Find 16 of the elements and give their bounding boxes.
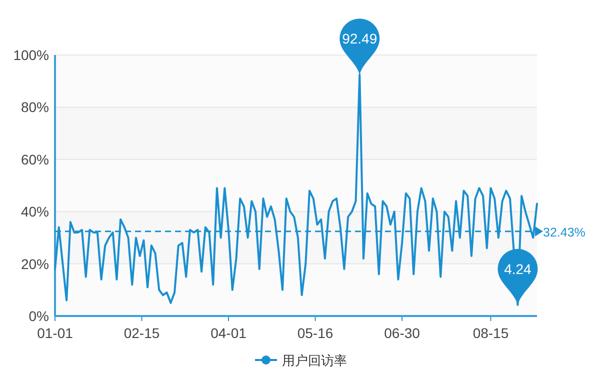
annotation: 4.24 — [504, 260, 532, 277]
y-tick-label: 40% — [20, 204, 49, 220]
y-tick-label: 60% — [20, 151, 49, 168]
y-tick-label: 100% — [13, 47, 49, 63]
x-tick-label: 01-01 — [37, 325, 74, 341]
x-tick-label: 02-15 — [124, 325, 160, 341]
annotation: 92.49 — [342, 30, 378, 47]
y-tick-label: 0% — [28, 308, 49, 324]
legend-label: 用户回访率 — [282, 353, 347, 368]
x-tick-label: 05-16 — [297, 325, 334, 341]
x-tick-label: 06-30 — [384, 325, 420, 341]
y-tick-label: 20% — [20, 256, 49, 272]
y-tick-label: 80% — [20, 99, 49, 116]
x-tick-label: 04-01 — [210, 325, 247, 341]
ref-line-label: 32.43% — [543, 225, 586, 240]
x-tick-label: 08-15 — [472, 325, 509, 341]
